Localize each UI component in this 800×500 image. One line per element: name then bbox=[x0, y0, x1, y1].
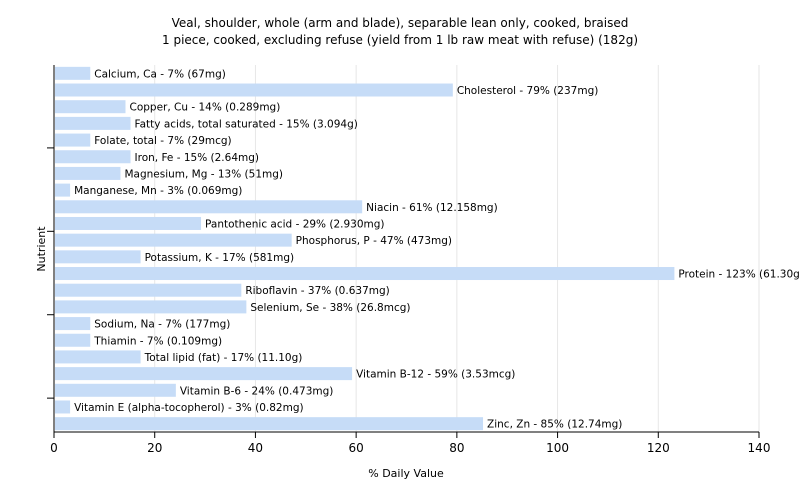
bar-19 bbox=[55, 383, 176, 397]
x-tick-label-5: 100 bbox=[546, 441, 569, 455]
x-tick-label-1: 20 bbox=[147, 441, 162, 455]
bar-10 bbox=[55, 233, 292, 247]
bar-7 bbox=[55, 183, 71, 197]
bar-label-0: Calcium, Ca - 7% (67mg) bbox=[94, 68, 226, 80]
bar-13 bbox=[55, 283, 242, 297]
bar-label-14: Selenium, Se - 38% (26.8mcg) bbox=[250, 302, 410, 314]
bar-label-7: Manganese, Mn - 3% (0.069mg) bbox=[74, 185, 242, 197]
bar-label-10: Phosphorus, P - 47% (473mg) bbox=[296, 235, 452, 247]
axes bbox=[47, 65, 759, 433]
x-tick-label-2: 40 bbox=[248, 441, 263, 455]
bar-labels: Calcium, Ca - 7% (67mg) Cholesterol - 79%… bbox=[74, 68, 800, 430]
chart-subtitle: 1 piece, cooked, excluding refuse (yield… bbox=[162, 33, 638, 47]
bar-label-6: Magnesium, Mg - 13% (51mg) bbox=[124, 168, 283, 180]
bar-14 bbox=[55, 300, 247, 314]
bar-label-18: Vitamin B-12 - 59% (3.53mcg) bbox=[356, 369, 515, 381]
x-tick-label-3: 60 bbox=[349, 441, 364, 455]
y-axis-label: Nutrient bbox=[35, 226, 48, 272]
bar-label-16: Thiamin - 7% (0.109mg) bbox=[93, 335, 222, 347]
bar-2 bbox=[55, 100, 126, 114]
x-tick-label-7: 140 bbox=[748, 441, 771, 455]
bar-label-20: Vitamin E (alpha-tocopherol) - 3% (0.82m… bbox=[74, 402, 304, 414]
x-tick-label-0: 0 bbox=[50, 441, 58, 455]
bar-label-12: Protein - 123% (61.30g) bbox=[678, 269, 800, 281]
bar-9 bbox=[55, 216, 202, 230]
bar-label-5: Iron, Fe - 15% (2.64mg) bbox=[135, 152, 259, 164]
bar-label-1: Cholesterol - 79% (237mg) bbox=[457, 85, 599, 97]
bar-label-3: Fatty acids, total saturated - 15% (3.09… bbox=[135, 118, 358, 130]
bar-label-21: Zinc, Zn - 85% (12.74mg) bbox=[487, 419, 622, 431]
bar-label-15: Sodium, Na - 7% (177mg) bbox=[94, 319, 230, 331]
bar-label-19: Vitamin B-6 - 24% (0.473mg) bbox=[180, 385, 334, 397]
x-axis-label: % Daily Value bbox=[368, 467, 444, 480]
x-tick-label-4: 80 bbox=[449, 441, 464, 455]
chart-title: Veal, shoulder, whole (arm and blade), s… bbox=[172, 16, 629, 30]
bar-11 bbox=[55, 250, 141, 264]
bar-5 bbox=[55, 150, 131, 164]
bar-label-9: Pantothenic acid - 29% (2.930mg) bbox=[205, 218, 384, 230]
bar-21 bbox=[55, 417, 484, 431]
bar-1 bbox=[55, 83, 453, 97]
bar-0 bbox=[55, 66, 91, 80]
bar-15 bbox=[55, 317, 91, 331]
bar-8 bbox=[55, 200, 363, 214]
bar-3 bbox=[55, 116, 131, 130]
bar-label-13: Riboflavin - 37% (0.637mg) bbox=[245, 285, 389, 297]
bar-6 bbox=[55, 166, 121, 180]
grid-lines bbox=[154, 65, 760, 432]
bar-label-17: Total lipid (fat) - 17% (11.10g) bbox=[144, 352, 303, 364]
bar-16 bbox=[55, 333, 91, 347]
bar-label-8: Niacin - 61% (12.158mg) bbox=[366, 202, 498, 214]
x-tick-label-6: 120 bbox=[647, 441, 670, 455]
bar-label-4: Folate, total - 7% (29mcg) bbox=[94, 135, 231, 147]
bar-18 bbox=[55, 367, 353, 381]
bar-label-11: Potassium, K - 17% (581mg) bbox=[145, 252, 295, 264]
bar-4 bbox=[55, 133, 91, 147]
bars bbox=[55, 66, 675, 431]
bar-label-2: Copper, Cu - 14% (0.289mg) bbox=[130, 102, 281, 114]
bar-20 bbox=[55, 400, 71, 414]
bar-12 bbox=[55, 267, 675, 281]
bar-17 bbox=[55, 350, 141, 364]
x-axis-ticks: 0 20 40 60 80 100 120 140 bbox=[50, 432, 770, 455]
